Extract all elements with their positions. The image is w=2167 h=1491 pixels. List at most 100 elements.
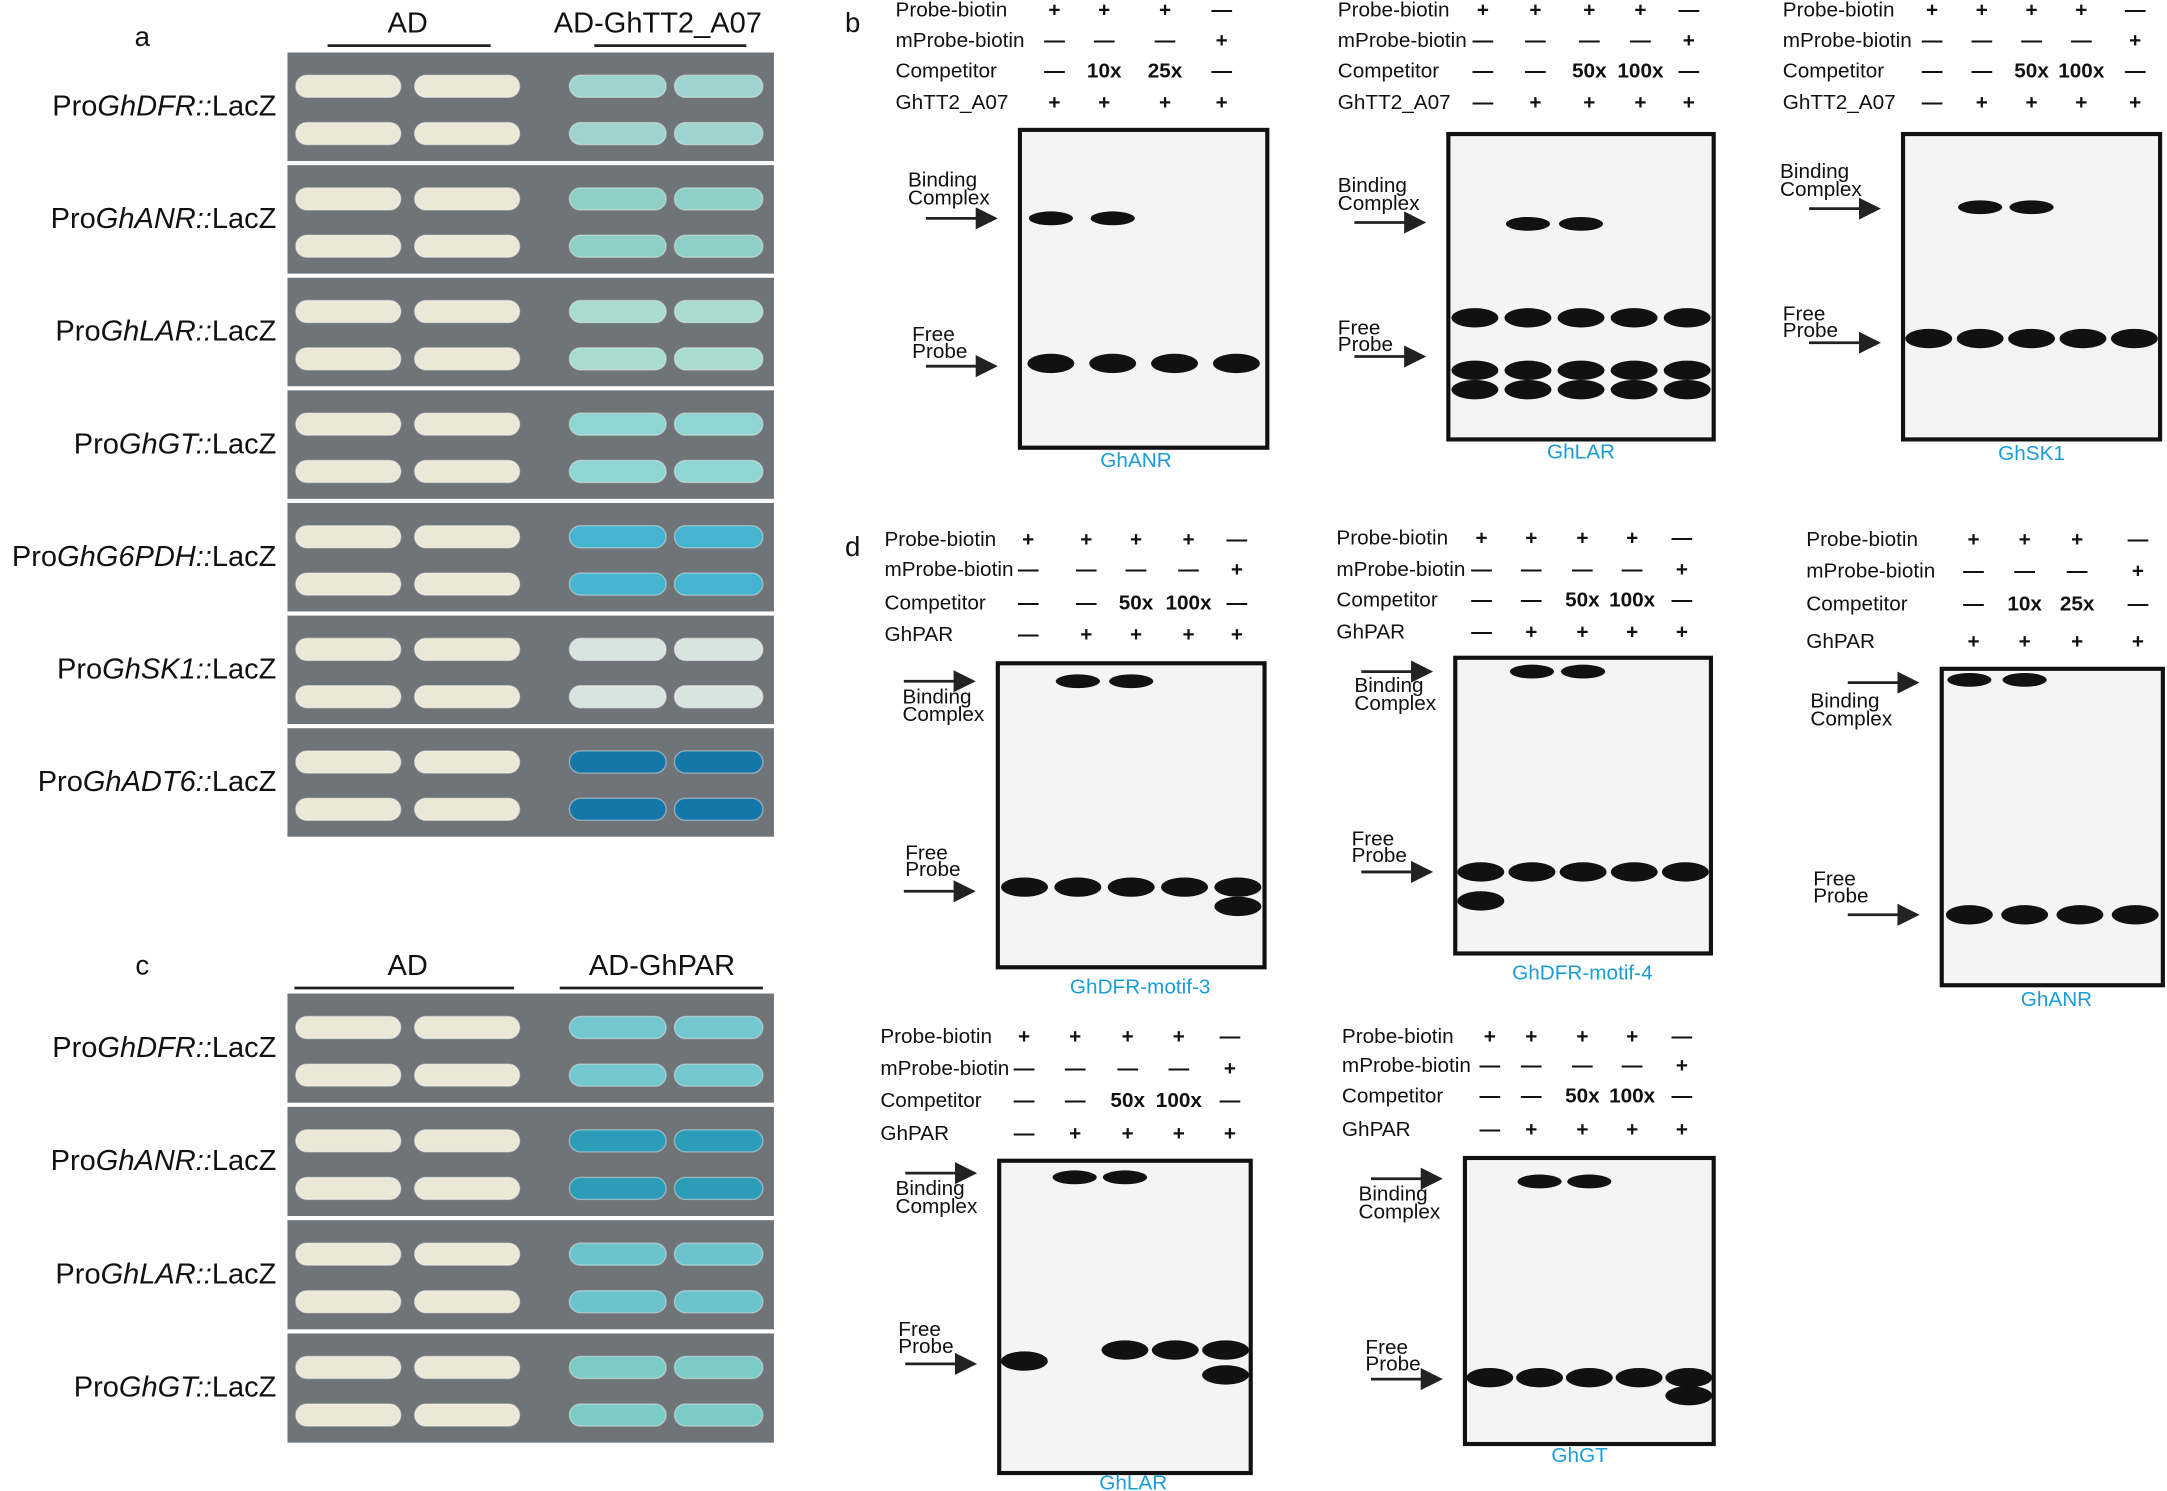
- lane-symbol: +: [2026, 91, 2038, 114]
- panel-letter: c: [135, 950, 149, 981]
- band: [1663, 308, 1711, 328]
- lane-symbol: +: [1967, 528, 1979, 551]
- label-part: GhG6PDH::: [57, 541, 212, 573]
- band: [1505, 216, 1551, 231]
- lane-symbol: +: [1626, 620, 1638, 643]
- caption: GhGT: [1551, 1444, 1608, 1467]
- band: [1663, 360, 1711, 381]
- yeast-streak: [673, 572, 764, 596]
- band: [1000, 877, 1048, 897]
- band: [1202, 1340, 1250, 1360]
- yeast-streak: [295, 1242, 402, 1266]
- lane-symbol: —: [1622, 1054, 1643, 1077]
- yeast-streak: [413, 1403, 521, 1427]
- row-name: Competitor: [884, 591, 985, 614]
- free-label: Free: [1783, 303, 1826, 326]
- lane-symbol: 10x: [1087, 59, 1122, 82]
- band: [1089, 353, 1137, 374]
- lane-symbol: +: [1525, 1025, 1537, 1048]
- label-part: Pro: [12, 541, 57, 573]
- lane-symbol: +: [2026, 0, 2038, 22]
- lane-symbol: —: [2125, 0, 2146, 22]
- lane-symbol: —: [1678, 59, 1699, 82]
- lane-symbol: —: [1211, 0, 1232, 22]
- band: [2111, 905, 2159, 925]
- row-label: ProGhANR::LacZ: [51, 1145, 277, 1177]
- lane-symbol: +: [1224, 1057, 1236, 1080]
- lane-symbol: —: [1678, 0, 1699, 22]
- label-part: Pro: [55, 1258, 100, 1290]
- free-label: Probe: [1813, 884, 1868, 907]
- label-part: GhDFR::: [97, 90, 211, 122]
- lane-symbol: —: [1211, 59, 1232, 82]
- lane-symbol: —: [1521, 558, 1542, 581]
- band: [1466, 1368, 1514, 1388]
- yeast-streak: [295, 1015, 402, 1040]
- lane-symbol: 50x: [1119, 591, 1154, 614]
- lane-symbol: —: [1117, 1057, 1138, 1080]
- row-label: ProGhANR::LacZ: [51, 203, 277, 235]
- lane-symbol: 25x: [2060, 593, 2095, 616]
- label-part: Pro: [38, 766, 83, 798]
- yeast-streak: [568, 74, 667, 99]
- lane-symbol: +: [2132, 630, 2144, 653]
- band: [2008, 328, 2056, 349]
- lane-symbol: —: [1521, 1085, 1542, 1108]
- yeast-streak: [413, 347, 521, 371]
- gel: [1939, 666, 2165, 988]
- lane-symbol: +: [2071, 528, 2083, 551]
- yeast-streak: [295, 1355, 402, 1380]
- band: [1665, 1385, 1713, 1406]
- band: [1958, 200, 2003, 215]
- lane-symbol: +: [1626, 1118, 1638, 1141]
- yeast-streak: [673, 1015, 764, 1040]
- lane-symbol: +: [1159, 0, 1171, 22]
- column-header: AD-GhTT2_A07: [554, 8, 762, 40]
- row-name: mProbe-biotin: [1338, 29, 1467, 52]
- row-name: mProbe-biotin: [1336, 558, 1465, 581]
- lane-symbol: 100x: [1165, 591, 1212, 614]
- label-part: GhDFR::: [97, 1031, 211, 1063]
- free-label: Free: [1365, 1336, 1408, 1359]
- lane-symbol: +: [1098, 91, 1110, 114]
- band: [1615, 1368, 1663, 1388]
- band: [1557, 380, 1605, 400]
- label-part: Pro: [57, 653, 102, 685]
- lane-symbol: —: [1471, 558, 1492, 581]
- row-name: GhTT2_A07: [1783, 91, 1896, 114]
- lane-symbol: +: [1048, 91, 1060, 114]
- yeast-streak: [295, 525, 402, 549]
- label-part: GhLAR::: [101, 1258, 212, 1290]
- label-part: LacZ: [212, 653, 277, 685]
- binding-label: Binding: [1780, 160, 1849, 183]
- yeast-streak: [568, 684, 667, 709]
- lane-symbol: —: [1018, 591, 1039, 614]
- yeast-streak: [413, 1015, 521, 1040]
- row-name: Probe-biotin: [884, 528, 996, 551]
- gel: [1900, 131, 2163, 442]
- yeast-streak: [673, 1289, 764, 1314]
- lane-symbol: +: [1626, 526, 1638, 549]
- gel: [995, 661, 1267, 970]
- lane-symbol: +: [1130, 528, 1142, 551]
- row-label: ProGhDFR::LacZ: [52, 1031, 276, 1063]
- band: [1028, 211, 1073, 226]
- label-part: LacZ: [212, 315, 277, 347]
- lane-symbol: —: [1622, 558, 1643, 581]
- band: [1516, 1368, 1564, 1388]
- lane-symbol: —: [1922, 29, 1943, 52]
- lane-symbol: +: [1018, 1025, 1030, 1048]
- lane-symbol: —: [1227, 528, 1248, 551]
- lane-symbol: —: [1479, 1054, 1500, 1077]
- lane-symbol: +: [2019, 528, 2031, 551]
- lane-symbol: +: [1676, 558, 1688, 581]
- lane-symbol: +: [2075, 0, 2087, 22]
- lane-symbol: —: [1572, 1054, 1593, 1077]
- lane-symbol: —: [1076, 591, 1097, 614]
- lane-symbol: 10x: [2007, 593, 2042, 616]
- lane-symbol: 50x: [1565, 589, 1600, 612]
- band: [1517, 1174, 1562, 1189]
- row-label: ProGhG6PDH::LacZ: [12, 541, 277, 573]
- binding-label: Complex: [1780, 178, 1862, 201]
- band: [1027, 353, 1075, 374]
